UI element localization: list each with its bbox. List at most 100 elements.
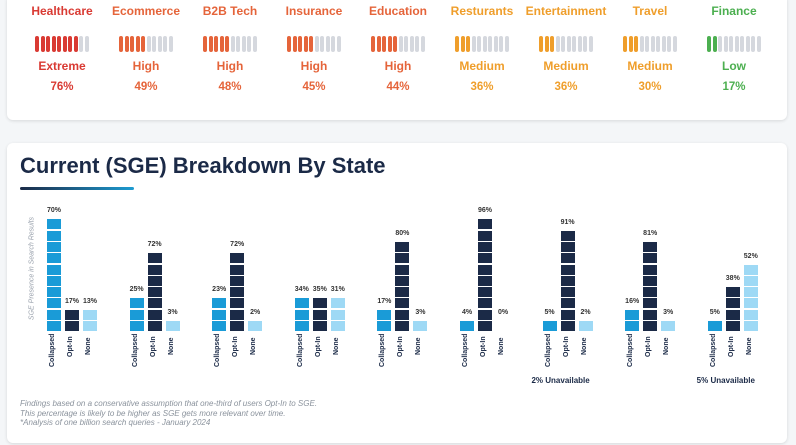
- category-label: Opt-In: [727, 336, 735, 357]
- meter-segment: [482, 36, 487, 52]
- bar-block-collapsed: [47, 264, 61, 275]
- category-label: None: [250, 337, 258, 356]
- bar-block-opt-in: [230, 321, 245, 331]
- bar-value-label: 23%: [212, 286, 227, 294]
- meter-segment: [409, 36, 414, 52]
- bar-block-opt-in: [312, 321, 327, 331]
- meter-segment: [667, 36, 672, 52]
- risk-level: Medium: [543, 59, 589, 73]
- meter-segment: [219, 36, 224, 52]
- bar-block-opt-in: [147, 264, 162, 275]
- meter-segment: [135, 36, 140, 52]
- meter-segment: [672, 36, 677, 52]
- industry-name: Healthcare: [31, 4, 93, 18]
- bar-block-none: [743, 264, 758, 275]
- meter-segment: [634, 36, 639, 52]
- bar-block-opt-in: [643, 253, 658, 264]
- bar-block-opt-in: [478, 241, 492, 252]
- meter-segment: [645, 36, 650, 52]
- footnote-line: *Analysis of one billion search queries …: [20, 418, 211, 427]
- meter-segment: [588, 36, 593, 52]
- bar-block-none: [743, 287, 758, 298]
- risk-level: Medium: [627, 59, 673, 73]
- bar-block-collapsed: [129, 309, 144, 320]
- meter-segment: [477, 36, 482, 52]
- risk-meter: [356, 36, 440, 52]
- bar-block-collapsed: [47, 241, 61, 252]
- bar-block-collapsed: [377, 309, 392, 320]
- bar-block-opt-in: [643, 241, 658, 252]
- meter-segment: [130, 36, 135, 52]
- category-label: None: [745, 337, 753, 356]
- meter-segment: [623, 36, 628, 52]
- bar-block-opt-in: [147, 298, 162, 309]
- category-label: Collapsed: [709, 333, 717, 367]
- bar-block-collapsed: [212, 321, 227, 331]
- meter-segment: [420, 36, 425, 52]
- bar-block-opt-in: [65, 309, 79, 320]
- industry-name: Ecommerce: [111, 4, 181, 18]
- risk-percent: 44%: [386, 81, 410, 93]
- meter-segment: [415, 36, 420, 52]
- category-label: Collapsed: [544, 333, 552, 367]
- bar-block-opt-in: [395, 241, 410, 252]
- meter-segment: [331, 36, 336, 52]
- bar-block-opt-in: [643, 264, 658, 275]
- bar-block-collapsed: [294, 298, 309, 309]
- bar-block-collapsed: [212, 298, 227, 309]
- bar-value-label: 2%: [580, 309, 591, 316]
- meter-segment: [756, 36, 761, 52]
- risk-percent: 36%: [470, 81, 494, 93]
- risk-meter: [20, 36, 104, 52]
- risk-meter: [104, 36, 188, 52]
- meter-segment: [455, 36, 460, 52]
- meter-segment: [303, 36, 308, 52]
- bar-value-label: 25%: [129, 286, 144, 294]
- meter-segment: [163, 36, 168, 52]
- bar-block-collapsed: [460, 321, 474, 331]
- risk-percent: 17%: [722, 81, 746, 93]
- industry-resturants: Resturants Medium 36%: [440, 0, 524, 93]
- bar-value-label: 96%: [477, 207, 492, 215]
- bar-block-opt-in: [147, 287, 162, 298]
- meter-segment: [493, 36, 498, 52]
- bar-block-collapsed: [707, 321, 722, 331]
- bar-value-label: 70%: [46, 207, 61, 215]
- meter-segment: [504, 36, 509, 52]
- sge-breakdown-card: Current (SGE) Breakdown By State SGE Pre…: [7, 143, 787, 443]
- chart-title: Current (SGE) Breakdown By State: [20, 153, 386, 178]
- risk-meter: [188, 36, 272, 52]
- meter-segment: [712, 36, 717, 52]
- meter-segment: [718, 36, 723, 52]
- meter-segment: [544, 36, 549, 52]
- industry-name: Education: [368, 4, 427, 18]
- industry-education: Education High 44%: [356, 0, 440, 93]
- bar-block-opt-in: [230, 298, 245, 309]
- bar-block-collapsed: [47, 275, 61, 286]
- bar-value-label: 34%: [294, 286, 309, 294]
- industry-ecommerce: Ecommerce High 49%: [104, 0, 188, 93]
- category-label: Collapsed: [49, 333, 56, 367]
- risk-meter: [608, 36, 692, 52]
- bar-value-label: 5%: [709, 309, 720, 316]
- meter-segment: [661, 36, 666, 52]
- meter-segment: [62, 36, 67, 52]
- meter-segment: [650, 36, 655, 52]
- meter-segment: [583, 36, 588, 52]
- bar-block-opt-in: [643, 275, 658, 286]
- bar-block-none: [743, 298, 758, 309]
- bar-block-opt-in: [147, 275, 162, 286]
- meter-segment: [550, 36, 555, 52]
- bar-value-label: 91%: [560, 218, 575, 226]
- bar-value-label: 31%: [330, 286, 345, 294]
- bar-block-opt-in: [478, 309, 492, 320]
- risk-meter: [692, 36, 776, 52]
- meter-segment: [555, 36, 560, 52]
- bar-block-opt-in: [560, 253, 575, 264]
- risk-percent: 45%: [302, 81, 326, 93]
- meter-segment: [46, 36, 51, 52]
- bar-block-opt-in: [478, 298, 492, 309]
- category-label: Opt-In: [314, 336, 322, 357]
- meter-segment: [40, 36, 45, 52]
- bar-block-opt-in: [478, 253, 492, 264]
